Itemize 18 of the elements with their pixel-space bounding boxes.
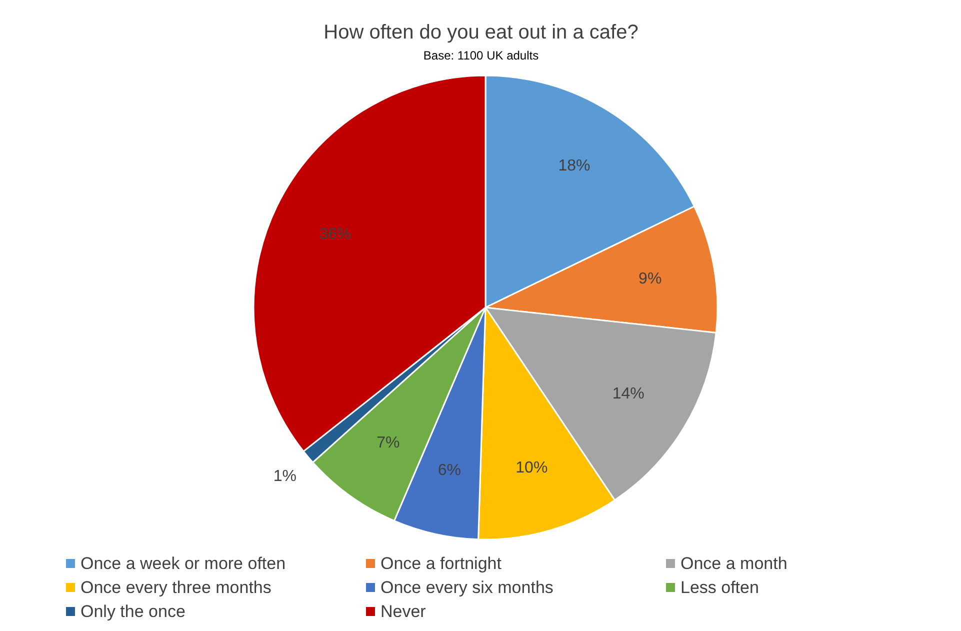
data-label: 36%: [319, 226, 352, 244]
chart-subtitle: Base: 1100 UK adults: [423, 48, 539, 62]
legend-label: Once every three months: [80, 578, 272, 597]
legend-label: Less often: [680, 578, 759, 597]
data-label: 6%: [438, 462, 461, 480]
data-label: 1%: [273, 468, 297, 485]
legend-label: Once a fortnight: [380, 554, 502, 573]
legend-label: Once a month: [680, 554, 788, 573]
legend-label: Only the once: [80, 602, 186, 621]
legend-label: Once a week or more often: [80, 554, 286, 573]
chart-title: How often do you eat out in a cafe?: [324, 22, 638, 44]
data-label: 7%: [376, 434, 400, 452]
legend-label: Never: [380, 602, 426, 621]
data-label: 14%: [612, 386, 644, 402]
data-label: 10%: [516, 460, 548, 477]
data-label: 9%: [638, 270, 662, 288]
legend-label: Once every six months: [380, 578, 554, 597]
data-label: 18%: [558, 157, 590, 174]
